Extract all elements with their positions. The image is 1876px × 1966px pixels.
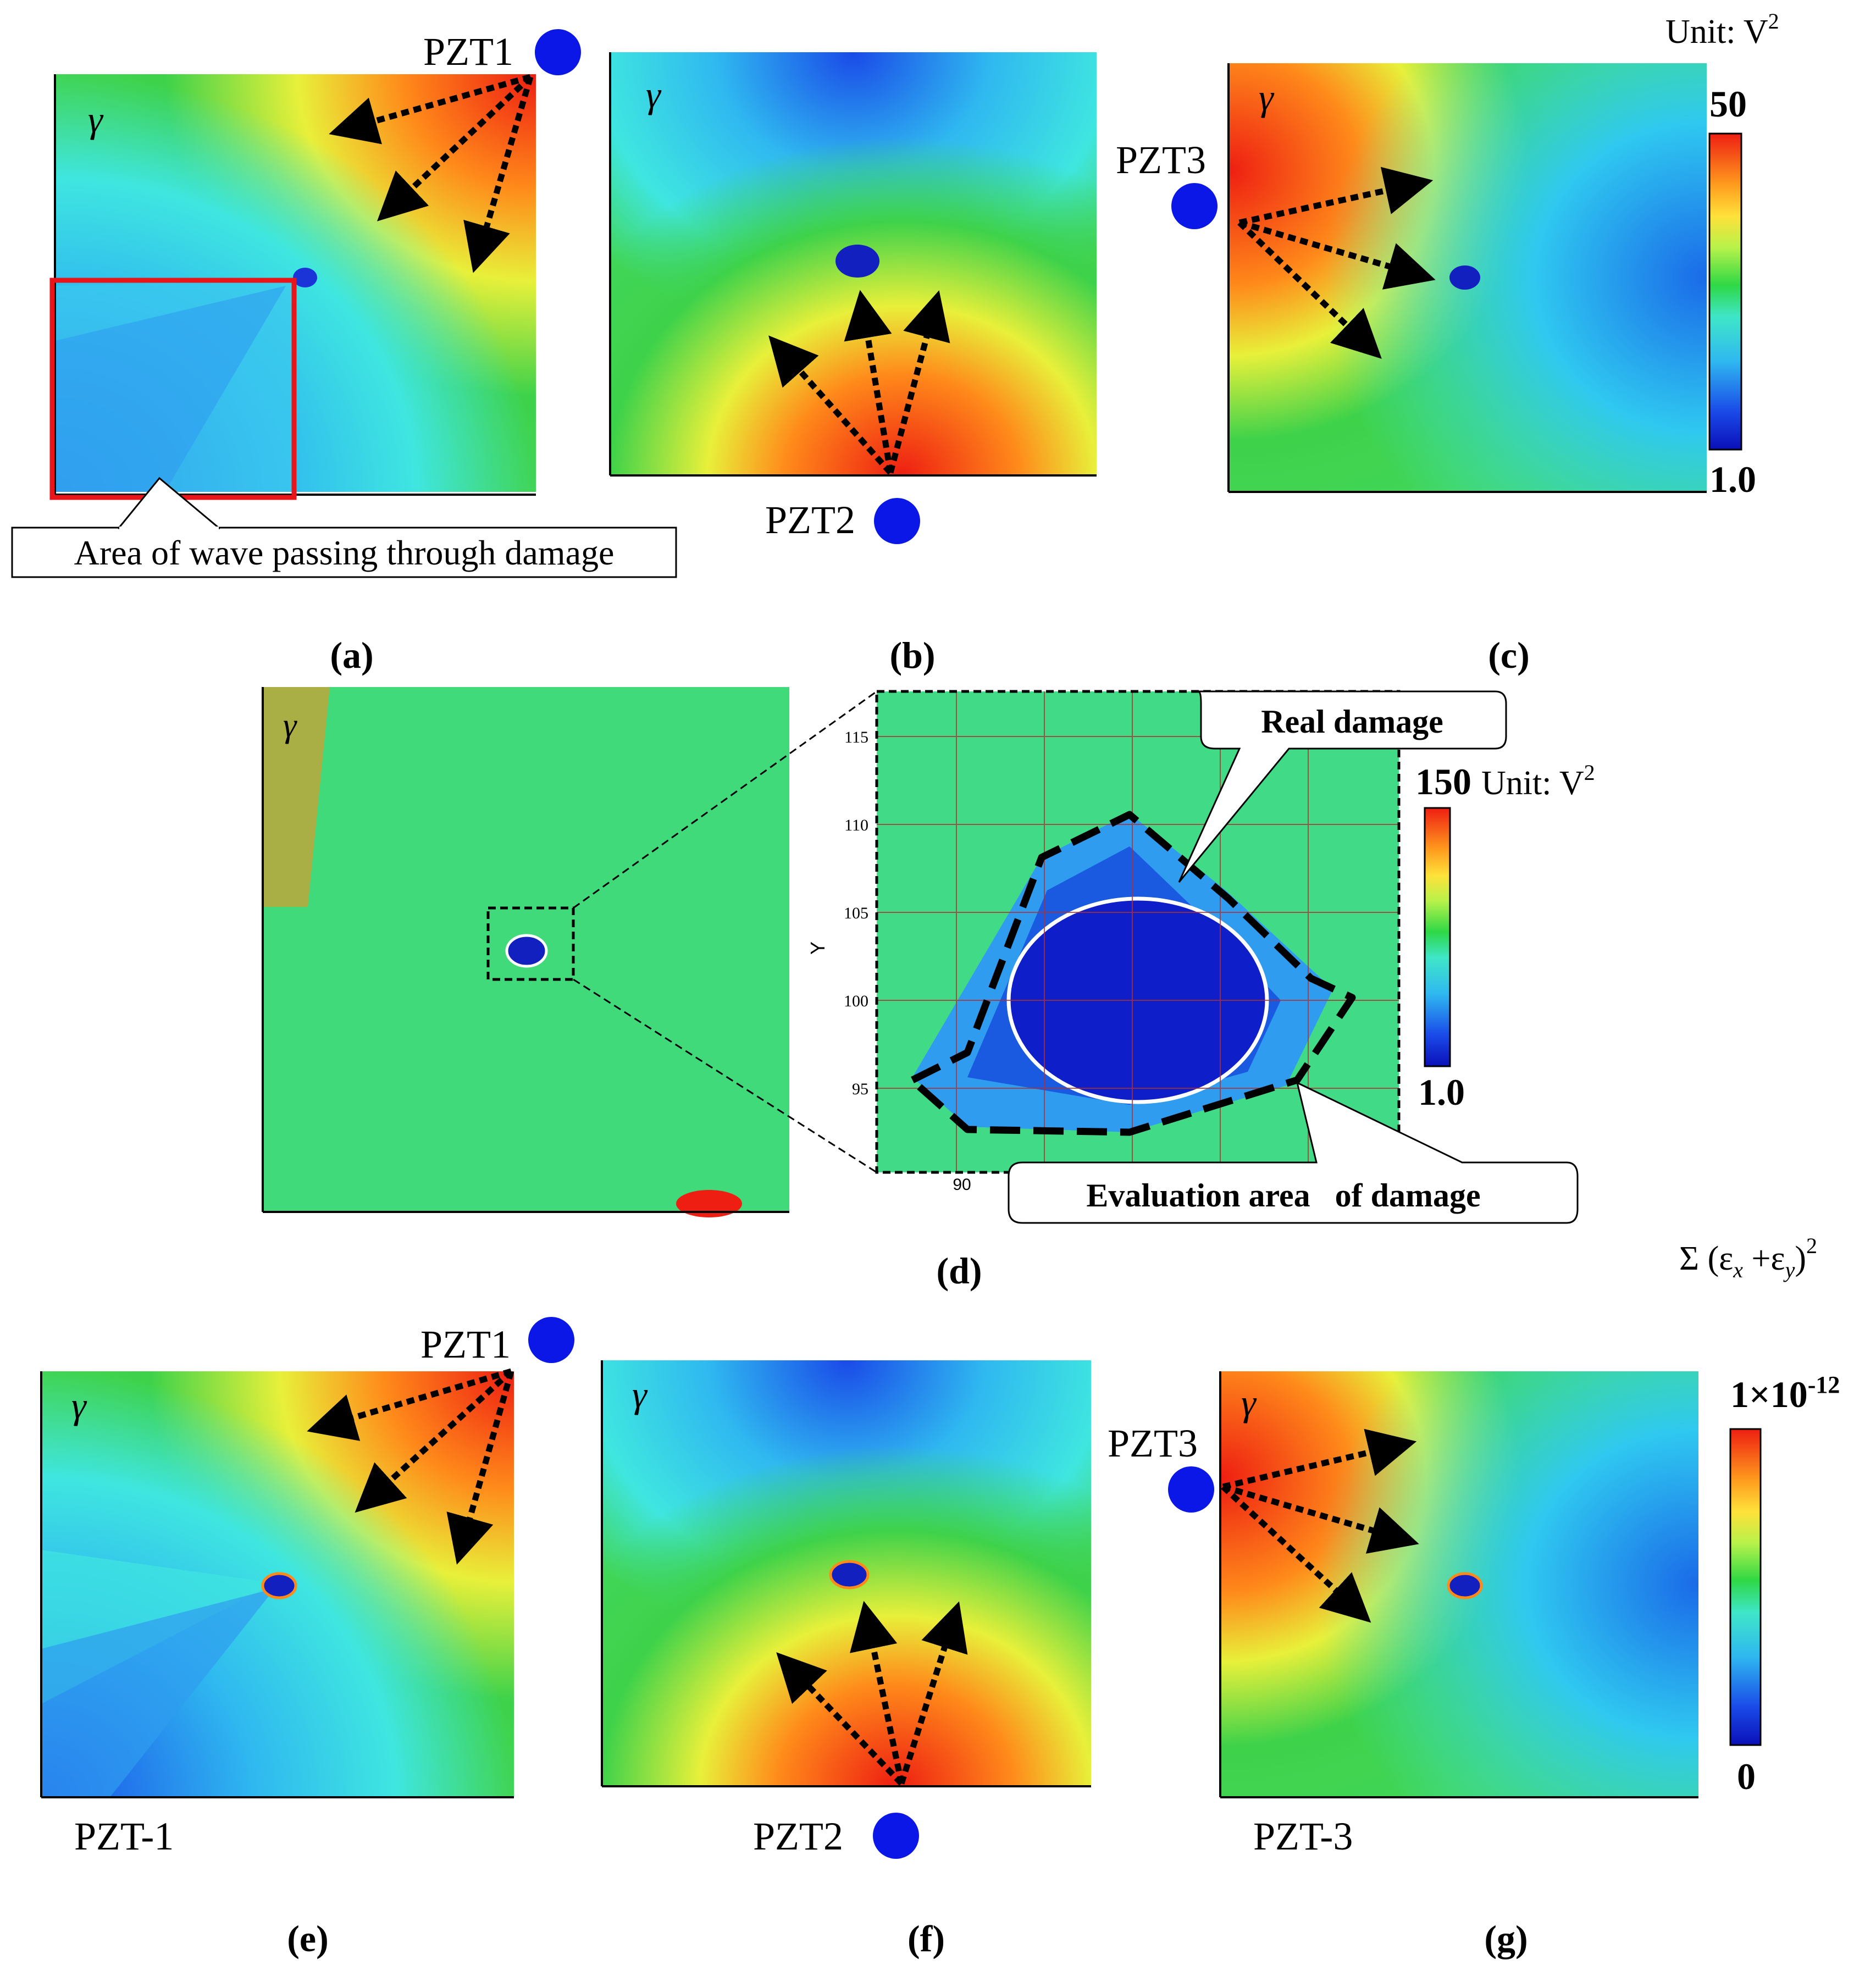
panel-f-pzt-label: PZT2 [753, 1814, 843, 1858]
panel-g-caption: (g) [1484, 1918, 1528, 1959]
panel-d-y-axis-label: Y [806, 942, 829, 955]
panel-b-wave-arrows [768, 290, 950, 475]
panel-e-map [40, 1371, 514, 1798]
colorbar-mid-max: 150 [1415, 761, 1471, 802]
colorbar-top-max: 50 [1709, 83, 1747, 125]
colorbar-mid-min: 1.0 [1418, 1071, 1465, 1113]
panel-d-caption: (d) [936, 1250, 982, 1292]
colorbar-mid [1424, 807, 1451, 1067]
panel-f-pzt-marker [873, 1813, 919, 1859]
panel-d-gamma: γ [283, 707, 297, 744]
colorbar-top-min: 1.0 [1709, 458, 1756, 500]
panel-g-pzt-label: PZT3 [1108, 1421, 1198, 1465]
panel-a-callout-text: Area of wave passing through damage [74, 533, 615, 572]
panel-a-pzt-marker [535, 29, 581, 75]
panel-d-y-tick: 100 [844, 992, 868, 1010]
panel-g-gamma: γ [1241, 1382, 1257, 1424]
colorbar-mid-unit: Unit: V2 [1481, 760, 1595, 802]
panel-d-y-tick: 115 [844, 728, 868, 746]
panel-d-map [262, 687, 877, 1217]
evaluation-area-callout [1008, 1081, 1579, 1224]
colorbar-bottom-max: 1×10-12 [1730, 1371, 1840, 1415]
real-damage-text: Real damage [1261, 704, 1443, 740]
panel-a-gamma: γ [88, 98, 104, 140]
panel-c-pzt-label: PZT3 [1116, 138, 1206, 182]
panel-b-pzt-label: PZT2 [765, 498, 855, 542]
panel-e-gamma: γ [71, 1384, 87, 1426]
panel-b-pzt-marker [874, 498, 920, 544]
colorbar-top [1708, 132, 1742, 451]
panel-a-caption: (a) [330, 634, 373, 676]
panel-g-map [1219, 1371, 1698, 1798]
panel-b-caption: (b) [889, 634, 935, 676]
panel-f-wave-arrows [776, 1601, 968, 1786]
panel-e-label: PZT-1 [74, 1814, 174, 1858]
panel-c-gamma: γ [1259, 76, 1275, 118]
panel-g-wave-arrows [1221, 1428, 1419, 1623]
panel-a-callout-pointer [117, 477, 220, 530]
panel-f-map [601, 1360, 1091, 1787]
evaluation-area-text: Evaluation area of damage [1086, 1177, 1480, 1214]
panel-c-caption: (c) [1488, 634, 1529, 676]
panel-e-pzt-label: PZT1 [420, 1322, 511, 1366]
panel-a-wave-arrows [329, 74, 534, 273]
panel-f-gamma: γ [632, 1374, 648, 1415]
strain-energy-label: Σ (εx +εy)2 [1679, 1233, 1817, 1282]
panel-c-pzt-marker [1171, 183, 1218, 229]
real-damage-callout [1178, 690, 1507, 883]
panel-b-map [609, 52, 1097, 477]
panel-c-wave-arrows [1237, 167, 1436, 359]
panel-d-y-tick: 105 [844, 904, 868, 922]
panel-g-label: PZT-3 [1253, 1814, 1353, 1858]
colorbar-bottom-min: 0 [1737, 1755, 1756, 1797]
panel-d-x-tick: 90 [953, 1176, 971, 1194]
panel-d-y-tick: 110 [844, 816, 868, 834]
panel-a-pzt-label: PZT1 [423, 30, 513, 74]
panel-e-pzt-marker [528, 1317, 574, 1363]
panel-g-pzt-marker [1168, 1466, 1214, 1513]
panel-d-y-ticks: 115 110 105 100 95 [844, 728, 868, 1098]
panel-a-callout-box [11, 527, 677, 578]
panel-a-map [49, 74, 536, 500]
panel-e-caption: (e) [287, 1918, 328, 1959]
colorbar-top-unit: Unit: V2 [1665, 9, 1779, 51]
panel-f-caption: (f) [907, 1918, 945, 1959]
panel-c-map [1227, 63, 1707, 493]
colorbar-bottom [1729, 1428, 1762, 1746]
panel-b-gamma: γ [646, 74, 662, 115]
panel-d-y-tick: 95 [852, 1080, 868, 1098]
panel-e-wave-arrows [307, 1368, 514, 1565]
